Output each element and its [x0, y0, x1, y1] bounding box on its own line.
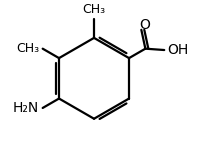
Text: CH₃: CH₃ [83, 3, 106, 16]
Text: O: O [139, 18, 150, 32]
Text: H₂N: H₂N [13, 101, 39, 115]
Text: CH₃: CH₃ [16, 42, 39, 55]
Text: OH: OH [168, 43, 189, 57]
